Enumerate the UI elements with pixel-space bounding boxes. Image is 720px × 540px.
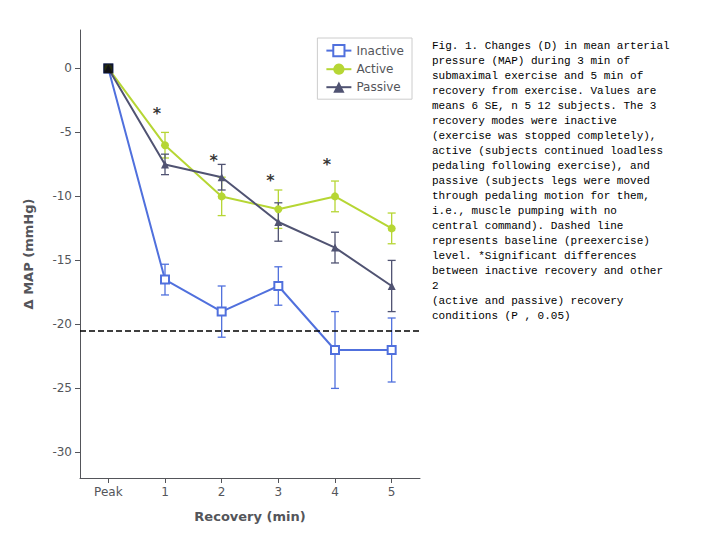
svg-text:5: 5 (388, 485, 396, 499)
svg-text:pressure (MAP) during 3 min of: pressure (MAP) during 3 min of (432, 55, 630, 67)
svg-text:central command). Dashed line: central command). Dashed line (432, 220, 623, 232)
svg-text:0: 0 (64, 61, 72, 75)
svg-text:Passive: Passive (356, 80, 400, 94)
svg-text:i.e., muscle pumping with no: i.e., muscle pumping with no (432, 205, 617, 217)
svg-text:4: 4 (331, 485, 339, 499)
svg-text:*: * (323, 155, 332, 174)
svg-text:(exercise was stopped complete: (exercise was stopped completely), (432, 130, 656, 142)
svg-text:Peak: Peak (94, 485, 123, 499)
svg-text:Active: Active (356, 62, 393, 76)
svg-text:conditions (P , 0.05): conditions (P , 0.05) (432, 310, 571, 322)
svg-text:-25: -25 (52, 381, 72, 395)
svg-text:means 6 SE, n 5 12 subjects. T: means 6 SE, n 5 12 subjects. The 3 (432, 100, 656, 112)
svg-text:passive (subjects legs were mo: passive (subjects legs were moved (432, 175, 650, 187)
svg-text:Fig. 1. Changes (D) in mean ar: Fig. 1. Changes (D) in mean arterial (432, 40, 670, 52)
svg-text:(active and passive) recovery: (active and passive) recovery (432, 295, 624, 307)
svg-text:2: 2 (218, 485, 226, 499)
svg-text:-5: -5 (60, 125, 72, 139)
svg-text:Inactive: Inactive (356, 44, 404, 58)
svg-text:recovery from exercise. Values: recovery from exercise. Values are (432, 85, 656, 97)
svg-text:-30: -30 (52, 445, 72, 459)
svg-text:1: 1 (161, 485, 169, 499)
svg-text:2: 2 (432, 280, 439, 292)
svg-text:Recovery (min): Recovery (min) (194, 509, 305, 524)
svg-text:*: * (266, 171, 275, 190)
svg-text:*: * (209, 151, 218, 170)
svg-text:recovery modes were inactive: recovery modes were inactive (432, 115, 617, 127)
svg-text:-10: -10 (52, 189, 72, 203)
svg-text:3: 3 (275, 485, 283, 499)
svg-text:Δ MAP (mmHg): Δ MAP (mmHg) (21, 199, 36, 310)
svg-text:-20: -20 (52, 317, 72, 331)
svg-text:*: * (153, 104, 162, 123)
svg-text:submaximal exercise and 5 min: submaximal exercise and 5 min of (432, 70, 643, 82)
svg-text:pedaling following exercise),: pedaling following exercise), and (432, 160, 650, 172)
svg-text:represents baseline (preexerci: represents baseline (preexercise) (432, 235, 650, 247)
svg-text:level. *Significant difference: level. *Significant differences (432, 250, 637, 262)
svg-text:active (subjects continued loa: active (subjects continued loadless (432, 145, 663, 157)
svg-text:through pedaling motion for th: through pedaling motion for them, (432, 190, 650, 202)
svg-text:between inactive recovery and: between inactive recovery and other (432, 265, 663, 277)
svg-text:-15: -15 (52, 253, 72, 267)
